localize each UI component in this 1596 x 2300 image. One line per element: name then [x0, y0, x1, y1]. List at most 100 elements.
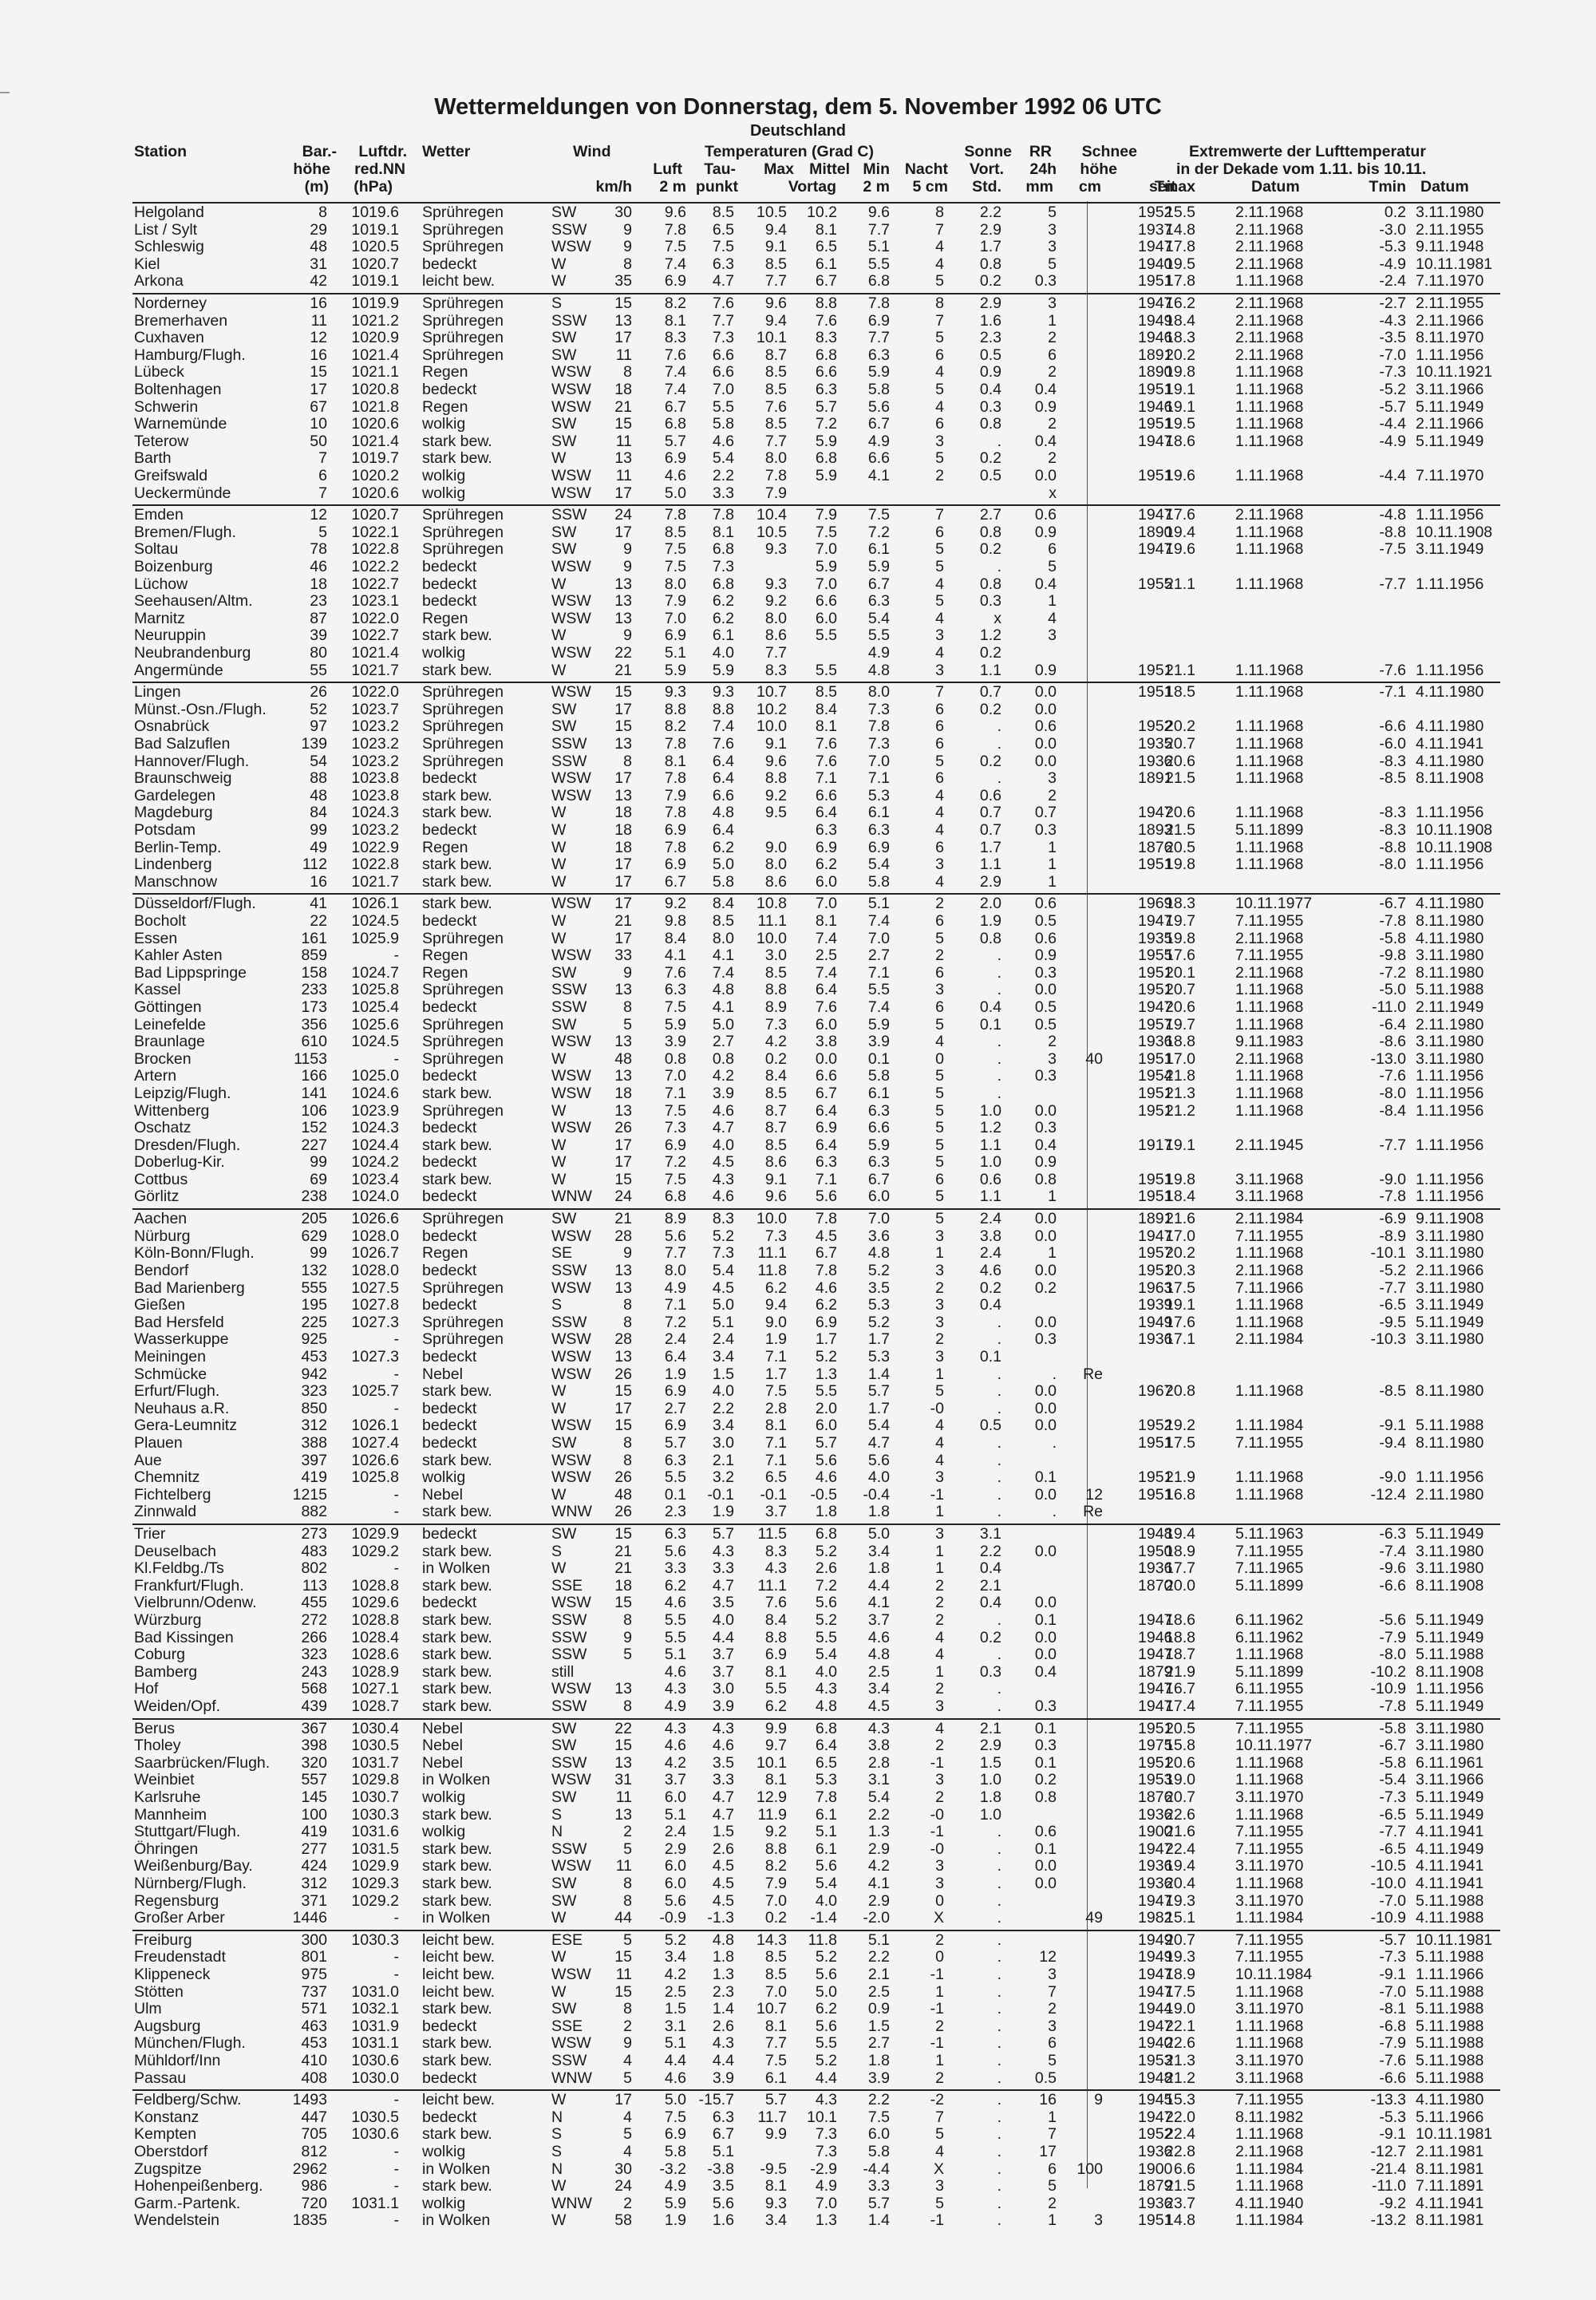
temp-min-2m: 5.4 [867, 1417, 890, 1435]
wind-direction: WSW [551, 1330, 591, 1349]
temp-max: 8.1 [764, 1417, 787, 1435]
temp-2m: 0.1 [664, 1485, 686, 1504]
group-separator [132, 202, 1500, 204]
record-tmax-date: 1.11.1968 [1235, 2034, 1304, 2053]
record-since: 1870 [1138, 1576, 1173, 1595]
wind-direction: W [551, 929, 567, 947]
wind-direction: SE [551, 1244, 573, 1263]
wind-speed: 18 [614, 380, 632, 398]
record-tmin-date: 8.11.1908 [1416, 769, 1484, 788]
table-row: Augsburg 463 1031.9 bedeckt SSE 2 3.1 2.6 8.1 5.6… [0, 2017, 1596, 2036]
record-tmax-date: 1.11.1968 [1235, 998, 1304, 1016]
temp-2m: 8.2 [664, 717, 686, 736]
temp-min-5cm: 6 [935, 415, 944, 433]
record-since: 1951 [1138, 2211, 1173, 2230]
sunshine: 0.2 [979, 700, 1001, 718]
pressure: 1027.4 [351, 1433, 399, 1452]
station-name: Bad Salzuflen [134, 734, 231, 753]
wind-direction: W [551, 1485, 567, 1504]
wind-speed: 13 [614, 311, 632, 330]
snow-depth: Re [1083, 1503, 1103, 1521]
station-name: Oberstdorf [134, 2142, 208, 2160]
temp-min-2m: -0.4 [863, 1485, 890, 1504]
weather: in Wolken [422, 1771, 491, 1789]
pressure: 1020.2 [351, 466, 399, 484]
temp-mean: -2.9 [810, 2160, 837, 2178]
barometer-height: 80 [310, 643, 327, 662]
dew-point: 7.3 [712, 329, 734, 347]
dew-point: 3.0 [712, 1680, 734, 1698]
record-tmax-date: 1.11.1968 [1235, 1646, 1304, 1664]
pressure: 1023.9 [351, 1101, 399, 1120]
record-tmin-date: 2.11.1966 [1416, 1261, 1484, 1279]
record-tmin-date: 1.11.1956 [1416, 575, 1484, 593]
record-tmin-date: 1.11.1956 [1416, 1101, 1484, 1120]
temp-min-5cm: 5 [935, 929, 944, 947]
record-tmax-date: 1.11.1968 [1235, 1771, 1304, 1789]
temp-mean: 7.4 [815, 963, 837, 982]
record-tmin-date: 4.11.1941 [1416, 1823, 1484, 1841]
weather: stark bew. [422, 449, 492, 468]
record-tmax-date: 1.11.1984 [1235, 2211, 1304, 2230]
station-name: Neuhaus a.R. [134, 1399, 230, 1417]
temp-min-2m: 3.3 [867, 2177, 890, 2195]
record-tmax: 19.8 [1165, 929, 1195, 947]
station-name: Freudenstadt [134, 1948, 226, 1966]
temp-max: -0.1 [760, 1485, 787, 1504]
record-tmax-date: 7.11.1955 [1235, 1930, 1304, 1949]
temp-max: 7.0 [764, 1891, 787, 1910]
temp-min-2m: 6.1 [867, 540, 890, 559]
station-name: Cuxhaven [134, 329, 204, 347]
record-tmin-date: 5.11.1949 [1416, 1805, 1484, 1824]
wind-direction: WSW [551, 1033, 591, 1051]
temp-mean: 6.4 [815, 981, 837, 999]
temp-max: 8.1 [764, 2177, 787, 2195]
record-tmax: 22.4 [1165, 1840, 1195, 1858]
record-since: 1947 [1138, 911, 1173, 930]
temp-2m: 5.5 [664, 1628, 686, 1646]
record-since: 1951 [1138, 1753, 1173, 1772]
record-tmin: -5.8 [1379, 1753, 1406, 1772]
wind-speed: 13 [614, 1033, 632, 1051]
temp-2m: 6.0 [664, 1857, 686, 1875]
wind-direction: W [551, 1101, 567, 1120]
weather: stark bew. [422, 1697, 492, 1715]
table-row: Bocholt 22 1024.5 bedeckt W 21 9.8 8.5 11.1 8.1 7.… [0, 911, 1596, 931]
barometer-height: 17 [310, 380, 327, 398]
temp-mean: 6.9 [815, 838, 837, 856]
header-luft-1: Luft [653, 160, 682, 178]
temp-mean: 3.8 [815, 1033, 837, 1051]
precipitation: . [1052, 1433, 1057, 1452]
dew-point: 4.6 [712, 432, 734, 450]
weather: stark bew. [422, 2000, 492, 2018]
precipitation: 0.0 [1034, 1382, 1057, 1401]
temp-min-2m: 5.1 [867, 238, 890, 256]
temp-min-5cm: 6 [935, 998, 944, 1016]
barometer-height: 323 [301, 1646, 327, 1664]
record-since: 1947 [1138, 1840, 1173, 1858]
weather: Sprühregen [422, 1210, 504, 1228]
record-since: 1940 [1138, 255, 1173, 273]
weather: bedeckt [422, 1153, 477, 1172]
temp-min-2m: 7.5 [867, 2108, 890, 2126]
wind-direction: WNW [551, 2069, 592, 2087]
barometer-height: 277 [301, 1840, 327, 1858]
dew-point: 7.7 [712, 311, 734, 330]
record-tmin-date: 5.11.1949 [1416, 1628, 1484, 1646]
temp-mean: 8.3 [815, 329, 837, 347]
pressure: 1030.6 [351, 2125, 399, 2144]
record-tmin: -5.3 [1379, 2108, 1406, 2126]
temp-max: 9.0 [764, 838, 787, 856]
temp-2m: 2.3 [664, 1503, 686, 1521]
temp-max: 8.5 [764, 255, 787, 273]
record-tmax-date: 5.11.1899 [1235, 1576, 1304, 1595]
temp-min-5cm: 5 [935, 2125, 944, 2144]
record-since: 1944 [1138, 2000, 1173, 2018]
record-tmax-date: 1.11.1968 [1235, 1468, 1304, 1487]
wind-speed: 58 [614, 2211, 632, 2230]
temp-mean: 5.9 [815, 557, 837, 575]
temp-max: 8.8 [764, 981, 787, 999]
wind-direction: W [551, 661, 567, 679]
weather: Nebel [422, 1365, 463, 1383]
snow-depth: 100 [1077, 2160, 1103, 2178]
